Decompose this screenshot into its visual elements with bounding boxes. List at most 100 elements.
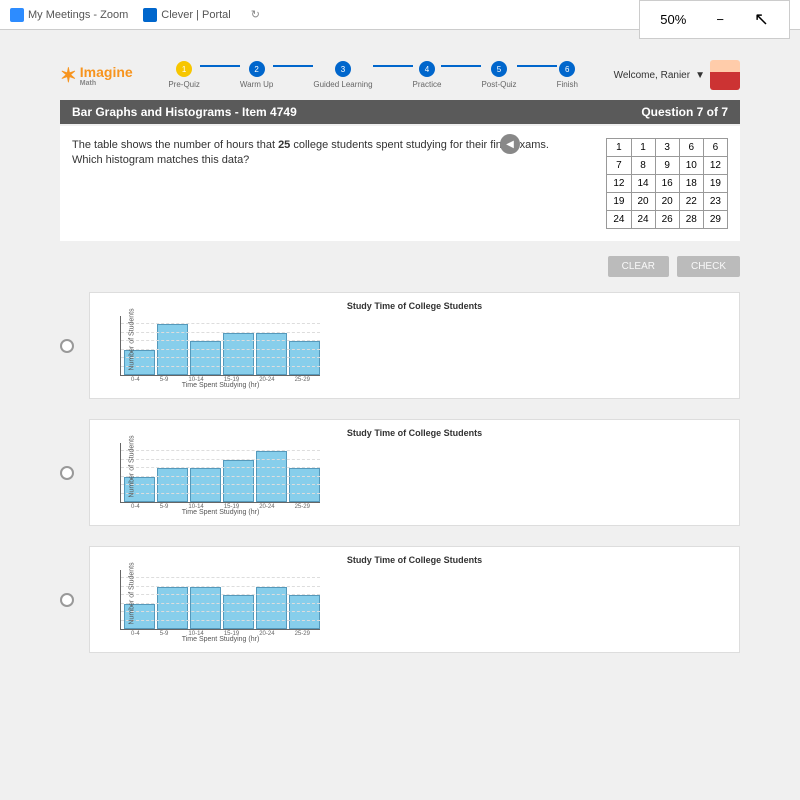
answer-option-row[interactable]: Study Time of College StudentsNumber of … bbox=[60, 292, 740, 399]
table-cell: 26 bbox=[655, 211, 679, 229]
zoom-indicator: 50% − ↖ bbox=[639, 0, 790, 39]
browser-tab-zoom[interactable]: My Meetings - Zoom bbox=[10, 8, 128, 22]
table-cell: 3 bbox=[655, 139, 679, 157]
table-cell: 16 bbox=[655, 175, 679, 193]
x-ticks: 0-45-910-1415-1920-2425-29 bbox=[121, 504, 320, 510]
clever-icon bbox=[143, 8, 157, 22]
q-text-bold: 25 bbox=[278, 139, 290, 151]
table-cell: 14 bbox=[631, 175, 655, 193]
logo-subtext: Math bbox=[80, 80, 133, 87]
progress-step[interactable]: 1Pre-Quiz bbox=[168, 61, 200, 89]
answer-option-row[interactable]: Study Time of College StudentsNumber of … bbox=[60, 419, 740, 526]
logo-icon: ✶ bbox=[60, 63, 77, 88]
chart-title: Study Time of College Students bbox=[102, 428, 727, 438]
progress-step[interactable]: 2 Warm Up bbox=[240, 61, 273, 89]
tab-label: My Meetings - Zoom bbox=[28, 9, 128, 21]
table-cell: 9 bbox=[655, 157, 679, 175]
logo-text: Imagine bbox=[80, 64, 133, 80]
chart-area: Number of StudentsTime Spent Studying (h… bbox=[120, 443, 320, 503]
table-cell: 10 bbox=[679, 157, 703, 175]
q-text-a: The table shows the number of hours that bbox=[72, 139, 278, 151]
histogram-option: Study Time of College StudentsNumber of … bbox=[89, 419, 740, 526]
progress-step[interactable]: 5 Post-Quiz bbox=[481, 61, 516, 89]
y-axis-label: Number of Students bbox=[129, 435, 136, 497]
step-label: Pre-Quiz bbox=[168, 80, 200, 89]
check-button[interactable]: CHECK bbox=[677, 256, 740, 277]
dropdown-icon[interactable]: ▼ bbox=[695, 70, 705, 81]
clear-button[interactable]: CLEAR bbox=[608, 256, 669, 277]
answer-option-row[interactable]: Study Time of College StudentsNumber of … bbox=[60, 546, 740, 653]
step-circle: 5 bbox=[491, 61, 507, 77]
table-cell: 22 bbox=[679, 193, 703, 211]
table-cell: 1 bbox=[607, 139, 631, 157]
table-cell: 28 bbox=[679, 211, 703, 229]
y-axis-label: Number of Students bbox=[129, 308, 136, 370]
user-avatar bbox=[710, 60, 740, 90]
reload-icon[interactable]: ↻ bbox=[251, 8, 260, 21]
radio-button[interactable] bbox=[60, 466, 74, 480]
chart-title: Study Time of College Students bbox=[102, 301, 727, 311]
zoom-out-button[interactable]: − bbox=[716, 12, 724, 27]
table-cell: 12 bbox=[703, 157, 727, 175]
y-axis-label: Number of Students bbox=[129, 562, 136, 624]
chart-area: Number of StudentsTime Spent Studying (h… bbox=[120, 570, 320, 630]
table-cell: 29 bbox=[703, 211, 727, 229]
table-cell: 1 bbox=[631, 139, 655, 157]
table-cell: 7 bbox=[607, 157, 631, 175]
lesson-title: Bar Graphs and Histograms - Item 4749 bbox=[72, 105, 297, 119]
step-label: Warm Up bbox=[240, 80, 273, 89]
imagine-logo[interactable]: ✶ Imagine Math bbox=[60, 63, 133, 88]
welcome-text: Welcome, Ranier bbox=[614, 70, 691, 81]
step-label: Post-Quiz bbox=[481, 80, 516, 89]
histogram-option: Study Time of College StudentsNumber of … bbox=[89, 546, 740, 653]
histogram-bar bbox=[157, 587, 188, 629]
table-cell: 6 bbox=[703, 139, 727, 157]
histogram-bar bbox=[190, 587, 221, 629]
progress-steps: 1Pre-Quiz 2 Warm Up 3 Guided Learning 4 Practi… bbox=[168, 61, 578, 89]
x-ticks: 0-45-910-1415-1920-2425-29 bbox=[121, 377, 320, 383]
chart-title: Study Time of College Students bbox=[102, 555, 727, 565]
progress-step[interactable]: 3 Guided Learning bbox=[313, 61, 372, 89]
histogram-option: Study Time of College StudentsNumber of … bbox=[89, 292, 740, 399]
progress-step[interactable]: 6 Finish bbox=[557, 61, 578, 89]
step-circle: 6 bbox=[559, 61, 575, 77]
action-buttons: CLEAR CHECK bbox=[60, 256, 740, 277]
x-ticks: 0-45-910-1415-1920-2425-29 bbox=[121, 631, 320, 637]
welcome-user[interactable]: Welcome, Ranier ▼ bbox=[614, 60, 740, 90]
zoom-icon bbox=[10, 8, 24, 22]
table-cell: 20 bbox=[631, 193, 655, 211]
histogram-bar bbox=[223, 333, 254, 375]
table-cell: 6 bbox=[679, 139, 703, 157]
x-axis-label: Time Spent Studying (hr) bbox=[182, 382, 260, 389]
question-area: The table shows the number of hours that… bbox=[60, 126, 740, 241]
audio-button[interactable]: ◀ bbox=[500, 134, 520, 154]
histogram-bar bbox=[223, 460, 254, 502]
histogram-bar bbox=[256, 587, 287, 629]
histogram-bar bbox=[256, 333, 287, 375]
zoom-level-text: 50% bbox=[660, 12, 686, 27]
data-table: 1136678910121214161819192020222324242628… bbox=[606, 138, 728, 229]
radio-button[interactable] bbox=[60, 339, 74, 353]
browser-tab-clever[interactable]: Clever | Portal bbox=[143, 8, 231, 22]
step-label: Practice bbox=[413, 80, 442, 89]
step-circle: 2 bbox=[249, 61, 265, 77]
table-cell: 8 bbox=[631, 157, 655, 175]
table-cell: 19 bbox=[703, 175, 727, 193]
x-axis-label: Time Spent Studying (hr) bbox=[182, 636, 260, 643]
radio-button[interactable] bbox=[60, 593, 74, 607]
question-counter: Question 7 of 7 bbox=[641, 105, 728, 119]
progress-step[interactable]: 4 Practice bbox=[413, 61, 442, 89]
table-cell: 24 bbox=[631, 211, 655, 229]
step-label: Guided Learning bbox=[313, 80, 372, 89]
step-label: Finish bbox=[557, 80, 578, 89]
tab-label: Clever | Portal bbox=[161, 9, 231, 21]
table-cell: 20 bbox=[655, 193, 679, 211]
lesson-title-bar: Bar Graphs and Histograms - Item 4749 Qu… bbox=[60, 100, 740, 124]
table-cell: 18 bbox=[679, 175, 703, 193]
step-circle: 3 bbox=[335, 61, 351, 77]
step-circle: 4 bbox=[419, 61, 435, 77]
chart-area: Number of StudentsTime Spent Studying (h… bbox=[120, 316, 320, 376]
table-cell: 23 bbox=[703, 193, 727, 211]
table-cell: 19 bbox=[607, 193, 631, 211]
app-header: ✶ Imagine Math 1Pre-Quiz 2 Warm Up 3 Guided … bbox=[60, 50, 740, 100]
